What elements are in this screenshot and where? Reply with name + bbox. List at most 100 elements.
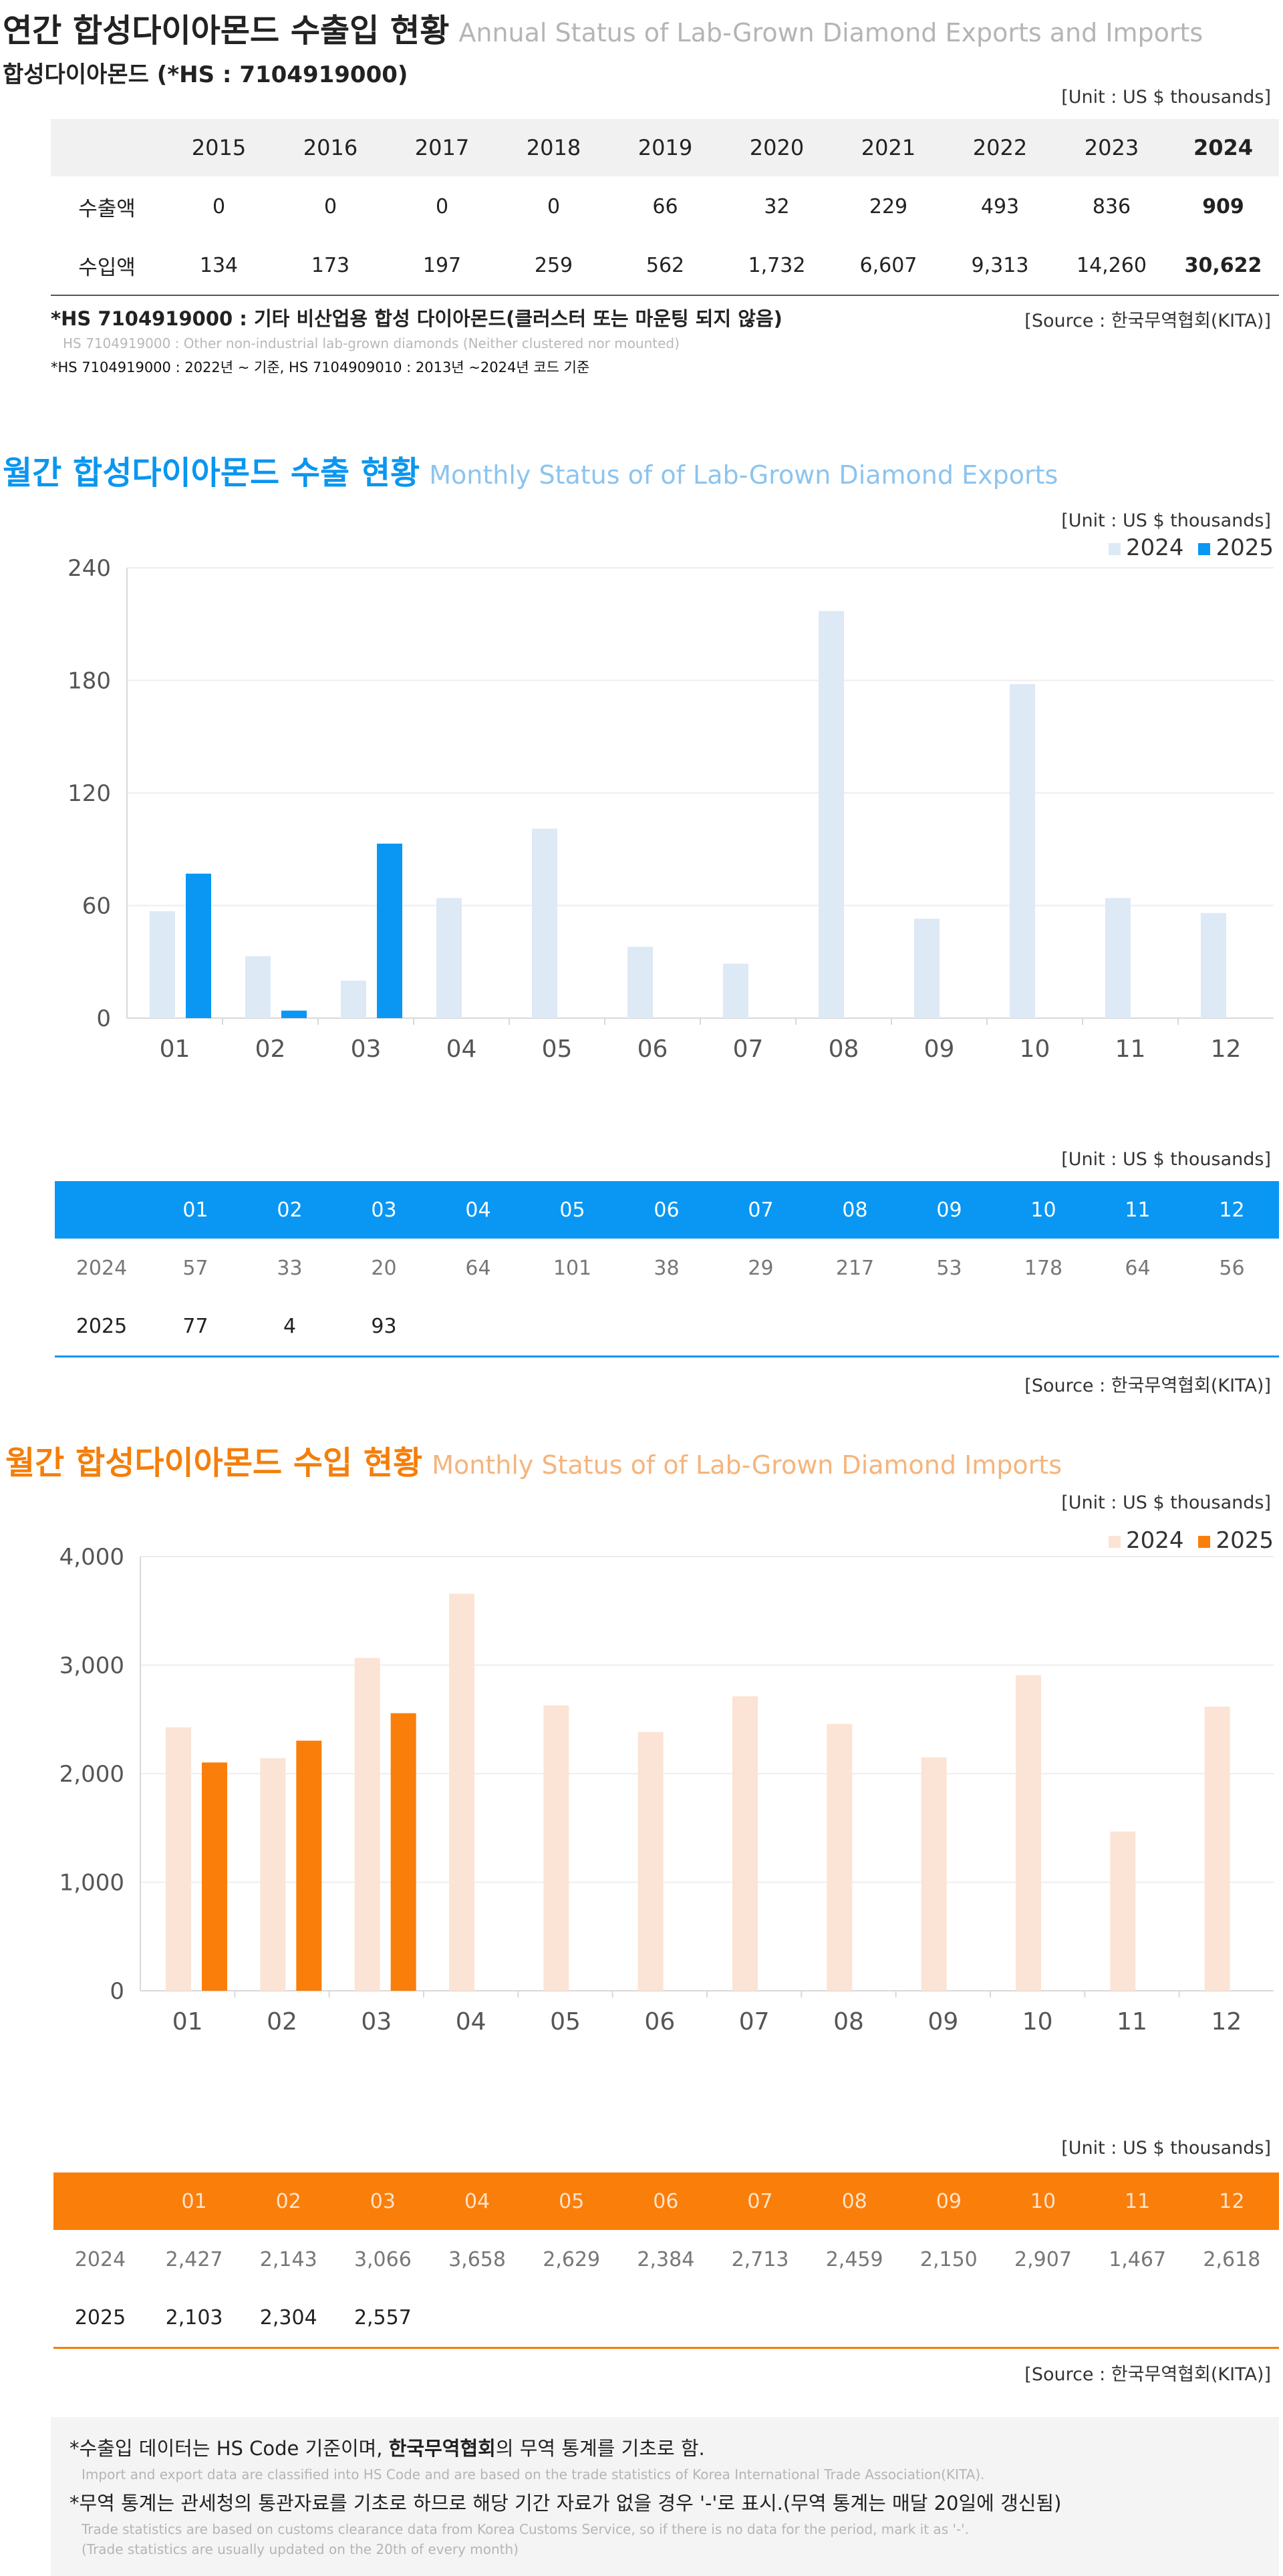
imports-bar-2024-03 (354, 1657, 380, 1991)
exports-bar-2024-07 (723, 963, 748, 1018)
imports-xtick-label: 04 (456, 2008, 486, 2036)
annual-year-2015: 2015 (191, 135, 247, 160)
exports-cell: 178 (1024, 1256, 1063, 1280)
exports-bar-2024-03 (341, 980, 366, 1018)
imports-bar-2024-05 (543, 1705, 569, 1991)
exports-bar-2024-04 (436, 898, 462, 1018)
imports-month-10: 10 (1030, 2189, 1056, 2213)
imports-bar-2024-01 (166, 1727, 191, 1991)
imports-title-en: Monthly Status of of Lab-Grown Diamond I… (432, 1450, 1062, 1480)
annual-cell: 0 (323, 194, 337, 218)
imports-header-row: 01 02 03 04 05 06 07 08 09 10 11 12 (53, 2172, 1279, 2230)
exports-header-blank (55, 1181, 148, 1239)
imports-cell (713, 2289, 807, 2348)
exports-cell: 20 (371, 1256, 397, 1280)
imports-row-label: 2024 (74, 2247, 126, 2271)
imports-ytick-label: 0 (110, 1978, 124, 2005)
footnote-line1-en: Import and export data are classified in… (82, 2466, 985, 2482)
imports-row-2024: 2024 2,427 2,143 3,066 3,658 2,629 2,384 2,713 2… (53, 2230, 1279, 2289)
exports-legend: 2024 2025 (1108, 534, 1274, 561)
imports-title-row: 월간 합성다이아몬드 수입 현황 Monthly Status of of Lab… (5, 1436, 1062, 1483)
exports-cell: 217 (835, 1256, 875, 1280)
imports-month-04: 04 (464, 2189, 490, 2213)
imports-bar-2025-01 (202, 1762, 227, 1991)
annual-year-2016: 2016 (303, 135, 358, 160)
footnote-line1-post: 의 무역 통계를 기초로 함. (495, 2437, 705, 2460)
annual-title: 연간 합성다이아몬드 수출입 현황 (3, 12, 450, 49)
annual-year-2018: 2018 (526, 135, 581, 160)
imports-month-08: 08 (841, 2189, 867, 2213)
exports-row-2025: 2025 77 4 93 (55, 1297, 1279, 1356)
exports-cell (619, 1297, 714, 1356)
annual-year-2023: 2023 (1084, 135, 1139, 160)
exports-bar-2024-02 (245, 956, 271, 1018)
annual-row-import: 수입액 134 173 197 259 562 1,732 6,607 9,313 14,260 3… (51, 236, 1279, 295)
imports-cell (619, 2289, 713, 2348)
exports-xtick-label: 06 (637, 1035, 668, 1063)
imports-cell: 2,384 (637, 2247, 695, 2271)
annual-cell: 836 (1092, 194, 1131, 218)
imports-cell: 2,143 (259, 2247, 317, 2271)
imports-xtick-label: 02 (267, 2008, 297, 2036)
exports-ytick-label: 120 (67, 780, 111, 807)
exports-source: [Source : 한국무역협회(KITA)] (1024, 1376, 1271, 1396)
imports-cell (525, 2289, 619, 2348)
annual-year-2020: 2020 (749, 135, 805, 160)
exports-header-row: 01 02 03 04 05 06 07 08 09 10 11 12 (55, 1181, 1279, 1239)
annual-cell: 493 (980, 194, 1020, 218)
exports-month-02: 02 (277, 1198, 303, 1222)
imports-cell (807, 2289, 901, 2348)
annual-cell: 1,732 (748, 254, 806, 277)
exports-cell: 53 (936, 1256, 962, 1280)
exports-table-unit: [Unit : US $ thousands] (1061, 1149, 1271, 1170)
annual-cell: 0 (212, 194, 226, 218)
annual-table: 2015 2016 2017 2018 2019 2020 2021 2022 2023 2024… (51, 119, 1279, 296)
exports-row-label: 2024 (76, 1256, 128, 1280)
imports-cell: 1,467 (1109, 2247, 1167, 2271)
exports-month-10: 10 (1030, 1198, 1056, 1222)
annual-cell: 66 (652, 194, 678, 218)
annual-row-export: 수출액 0 0 0 0 66 32 229 493 836 909 (51, 176, 1279, 236)
footnote-line1-pre: *수출입 데이터는 HS Code 기준이며, (69, 2437, 389, 2460)
exports-cell: 29 (748, 1256, 774, 1280)
exports-cell: 77 (182, 1314, 208, 1338)
exports-month-09: 09 (936, 1198, 962, 1222)
imports-month-03: 03 (370, 2189, 396, 2213)
exports-month-07: 07 (748, 1198, 774, 1222)
annual-cell: 30,622 (1184, 254, 1262, 277)
annual-cell: 173 (311, 254, 350, 277)
exports-cell (431, 1297, 525, 1356)
exports-cell: 64 (465, 1256, 491, 1280)
imports-bar-2024-07 (732, 1696, 758, 1991)
imports-xtick-label: 07 (739, 2008, 770, 2036)
exports-cell: 56 (1219, 1256, 1245, 1280)
exports-xtick-label: 04 (446, 1035, 477, 1063)
annual-cell: 32 (764, 194, 790, 218)
annual-cell: 197 (422, 254, 462, 277)
exports-ytick-label: 240 (67, 555, 111, 582)
footnote-line1: *수출입 데이터는 HS Code 기준이며, 한국무역협회의 무역 통계를 기… (69, 2433, 705, 2461)
imports-month-07: 07 (747, 2189, 773, 2213)
exports-legend-swatch-2025 (1198, 542, 1211, 555)
exports-xtick-label: 12 (1211, 1035, 1242, 1063)
exports-table: 01 02 03 04 05 06 07 08 09 10 11 12 2024 57 33 20 64 101… (55, 1181, 1279, 1357)
imports-bar-2024-12 (1204, 1706, 1230, 1991)
exports-month-03: 03 (371, 1198, 397, 1222)
imports-xtick-label: 03 (361, 2008, 392, 2036)
imports-xtick-label: 11 (1117, 2008, 1147, 2036)
imports-cell: 2,304 (259, 2305, 317, 2329)
exports-xtick-label: 01 (160, 1035, 190, 1063)
annual-note1-en: HS 7104919000 : Other non-industrial lab… (63, 335, 680, 351)
annual-row-label: 수입액 (78, 256, 136, 280)
imports-bar-2024-06 (637, 1732, 664, 1991)
imports-bar-2024-09 (921, 1757, 947, 1991)
exports-ytick-label: 0 (96, 1005, 111, 1032)
exports-legend-2025: 2025 (1198, 534, 1274, 561)
exports-month-05: 05 (559, 1198, 585, 1222)
exports-title-en: Monthly Status of of Lab-Grown Diamond E… (429, 460, 1058, 490)
imports-cell (996, 2289, 1090, 2348)
exports-xtick-label: 09 (924, 1035, 955, 1063)
imports-cell (1185, 2289, 1279, 2348)
annual-header-blank (51, 119, 163, 176)
annual-cell: 9,313 (971, 254, 1029, 277)
